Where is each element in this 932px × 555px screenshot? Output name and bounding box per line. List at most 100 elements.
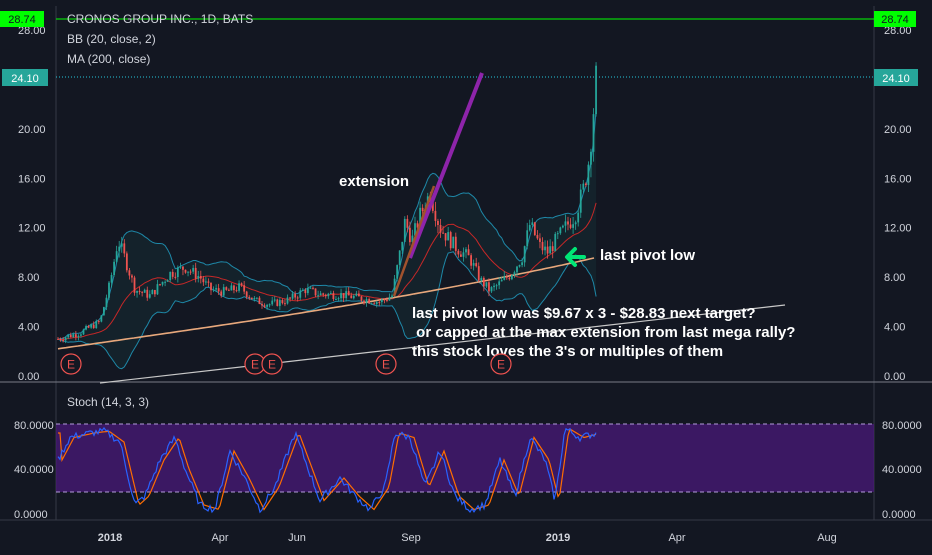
bb-indicator-label[interactable]: BB (20, close, 2) — [67, 32, 156, 46]
stoch-tick-left-40: 40.0000 — [14, 464, 54, 476]
candle-body — [289, 297, 291, 299]
candle-body — [449, 232, 452, 249]
candle-body — [62, 339, 64, 341]
candle-body — [212, 289, 215, 291]
candle-body — [480, 277, 483, 281]
candle-body — [513, 272, 516, 275]
stoch-tick-right-80: 80.0000 — [882, 420, 922, 432]
candle-body — [454, 236, 457, 251]
stoch-indicator-label[interactable]: Stoch (14, 3, 3) — [67, 395, 149, 409]
candle-body — [495, 285, 498, 287]
current-badge-right-text: 24.10 — [882, 73, 910, 85]
candle-body — [335, 298, 337, 300]
candle-body — [146, 289, 149, 298]
candle-body — [358, 293, 360, 297]
candle-body — [138, 290, 141, 292]
candle-body — [154, 289, 156, 295]
price-tick-left: 28.00 — [18, 25, 46, 37]
candle-body — [69, 334, 72, 338]
candle-body — [74, 334, 77, 338]
candle-body — [465, 249, 467, 253]
candle-body — [276, 299, 279, 306]
candle-body — [161, 281, 164, 285]
candle-body — [503, 276, 506, 280]
stoch-tick-left-80: 80.0000 — [14, 420, 54, 432]
candle-body — [194, 267, 197, 279]
candle-body — [82, 329, 85, 335]
candle-body — [322, 293, 325, 295]
candle-body — [240, 283, 243, 286]
candle-body — [90, 324, 93, 328]
stoch-tick-right-0: 0.0000 — [882, 509, 916, 521]
candle-body — [133, 277, 136, 293]
candle-body — [329, 292, 332, 294]
ma-indicator-label[interactable]: MA (200, close) — [67, 52, 150, 66]
price-tick-right: 4.00 — [884, 322, 905, 334]
note-line-2: or capped at the max extension from last… — [412, 324, 795, 341]
stoch-tick-right-40: 40.0000 — [882, 464, 922, 476]
candle-body — [207, 281, 210, 283]
candle-body — [253, 297, 256, 300]
price-tick-left: 8.00 — [18, 272, 39, 284]
candle-body — [182, 266, 184, 270]
earnings-marker-label: E — [382, 358, 390, 372]
candle-body — [64, 337, 67, 341]
candle-body — [187, 271, 189, 273]
candle-body — [250, 297, 253, 300]
candle-body — [97, 321, 100, 323]
candle-body — [80, 334, 82, 336]
candle-body — [562, 225, 564, 228]
price-tick-left: 12.00 — [18, 223, 46, 235]
candle-body — [582, 183, 585, 190]
candle-body — [174, 276, 177, 278]
earnings-marker — [375, 353, 397, 375]
extension-line-lower — [392, 185, 436, 297]
candle-body — [205, 281, 207, 283]
candle-body — [477, 266, 480, 281]
candle-body — [595, 65, 597, 115]
candle-body — [488, 282, 490, 292]
candle-body — [521, 262, 523, 266]
candle-body — [462, 252, 465, 257]
candle-body — [169, 271, 172, 281]
candle-body — [248, 296, 251, 298]
earnings-marker-label: E — [251, 358, 259, 372]
candle-body — [245, 291, 248, 297]
candle-body — [176, 267, 179, 278]
candle-body — [151, 289, 154, 295]
target-badge-right — [874, 11, 916, 27]
candle-body — [470, 255, 472, 266]
candle-body — [202, 278, 205, 283]
candle-body — [531, 222, 534, 226]
candle-body — [350, 295, 353, 299]
earnings-marker — [490, 353, 512, 375]
candle-body — [584, 183, 587, 185]
candle-body — [215, 288, 217, 290]
candle-body — [368, 299, 370, 304]
candle-body — [398, 250, 401, 266]
candle-body — [406, 218, 409, 228]
extension-label: extension — [339, 173, 409, 190]
candle-body — [551, 246, 554, 252]
candle-body — [128, 270, 131, 276]
candle-body — [546, 246, 549, 254]
candle-body — [110, 274, 113, 283]
candle-body — [286, 297, 289, 304]
candle-body — [123, 243, 126, 254]
earnings-marker-label: E — [67, 358, 75, 372]
candle-body — [256, 297, 258, 299]
current-badge-right — [874, 69, 918, 86]
note-line-3: this stock loves the 3's or multiples of… — [412, 343, 723, 360]
candle-body — [263, 305, 266, 307]
candle-body — [556, 233, 559, 235]
candle-body — [541, 241, 544, 251]
candle-body — [434, 210, 437, 221]
candle-body — [378, 301, 381, 303]
candle-body — [572, 224, 574, 228]
candle-body — [166, 280, 169, 282]
candle-body — [498, 281, 501, 286]
x-tick-aug-2019: Aug — [817, 532, 837, 544]
candle-body — [475, 263, 478, 267]
candle-body — [199, 276, 202, 279]
current-badge-left — [2, 69, 48, 86]
